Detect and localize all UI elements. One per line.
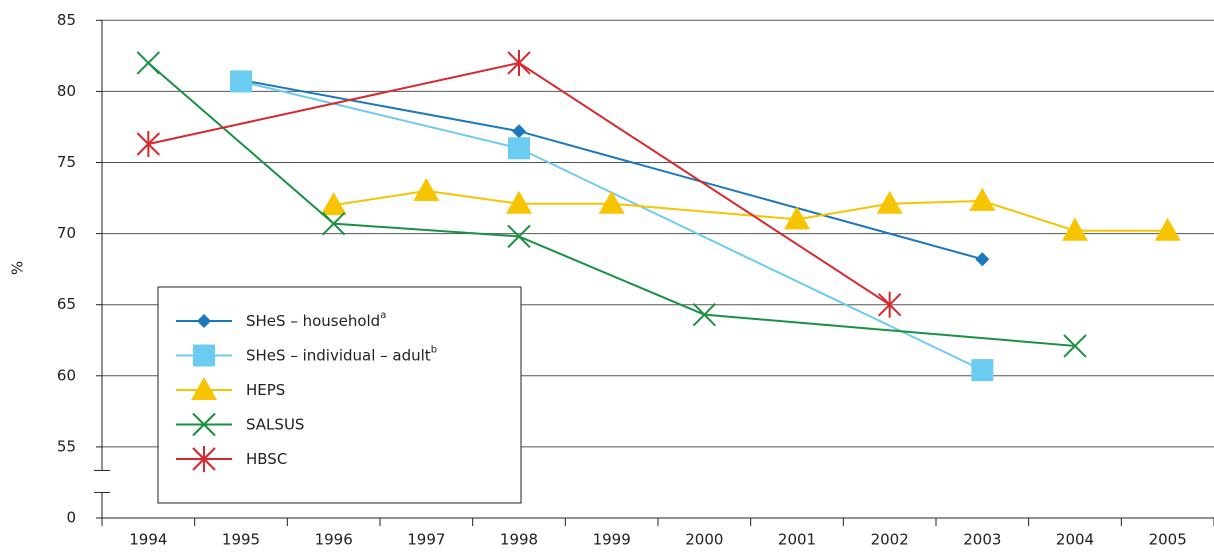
marker: [320, 192, 347, 216]
x-tick-label: 2005: [1149, 531, 1187, 549]
y-tick-label: 85: [57, 11, 76, 29]
marker: [193, 344, 215, 367]
marker: [784, 206, 810, 230]
y-tick-label: 75: [57, 153, 76, 171]
x-tick-label: 2001: [778, 531, 816, 549]
legend-name: SALSUS: [246, 415, 304, 433]
y-tick-label: 70: [57, 224, 76, 242]
y-axis-label: %: [9, 261, 27, 275]
x-tick-label: 1999: [593, 531, 631, 549]
marker: [192, 412, 216, 437]
series-line: [240, 79, 983, 261]
x-tick-label: 1997: [407, 531, 445, 549]
marker: [507, 49, 531, 76]
marker: [191, 377, 217, 400]
marker: [192, 446, 216, 472]
x-tick-label: 2002: [871, 531, 909, 549]
marker: [971, 359, 994, 382]
legend: SHeS – householda SHeS – individual – adu…: [157, 286, 522, 504]
legend-label: SALSUS: [246, 415, 304, 433]
legend-label: HEPS: [246, 381, 285, 399]
marker: [1062, 217, 1088, 241]
marker: [136, 131, 161, 158]
legend-name: HEPS: [246, 381, 285, 399]
marker: [1063, 334, 1087, 358]
legend-footnote: b: [431, 345, 437, 356]
y-tick-label: 65: [57, 295, 76, 313]
marker: [507, 224, 531, 249]
legend-name: SHeS – individual – adult: [246, 346, 431, 364]
y-tick-label: 80: [57, 82, 76, 100]
marker-stroke: [136, 51, 161, 75]
marker: [876, 190, 903, 214]
marker: [975, 252, 990, 267]
y-tick-label: 0: [66, 509, 76, 527]
marker-stroke: [1063, 334, 1087, 358]
marker-stroke: [192, 412, 216, 437]
marker-stroke: [321, 211, 346, 236]
x-tick-label: 2000: [685, 531, 723, 549]
legend-label: SHeS – individual – adultb: [246, 345, 437, 365]
marker: [877, 291, 902, 318]
marker-stroke: [692, 302, 717, 327]
x-tick-label: 2004: [1056, 531, 1094, 549]
marker: [512, 124, 526, 139]
marker: [506, 190, 532, 214]
marker: [508, 137, 530, 160]
x-tick-label: 1994: [129, 531, 167, 549]
marker: [413, 177, 440, 201]
legend-name: SHeS – household: [246, 312, 380, 330]
marker: [692, 302, 717, 327]
legend-label: HBSC: [246, 450, 287, 468]
marker: [598, 190, 625, 214]
marker: [1154, 217, 1181, 241]
legend-box: [157, 286, 522, 504]
y-tick-label: 60: [57, 366, 76, 384]
series-line: [148, 61, 891, 306]
x-tick-label: 1995: [222, 531, 260, 549]
marker: [230, 70, 252, 93]
marker: [969, 187, 996, 211]
marker: [321, 211, 346, 236]
legend-label: SHeS – householda: [246, 310, 386, 330]
marker: [136, 51, 161, 75]
x-tick-label: 2003: [963, 531, 1001, 549]
y-tick-label: 55: [57, 437, 76, 455]
marker: [197, 314, 211, 328]
legend-footnote: a: [380, 310, 386, 321]
x-tick-label: 1996: [315, 531, 353, 549]
legend-name: HBSC: [246, 450, 287, 468]
x-tick-label: 1998: [500, 531, 538, 549]
series-line: [333, 189, 1168, 232]
marker-stroke: [507, 224, 531, 249]
